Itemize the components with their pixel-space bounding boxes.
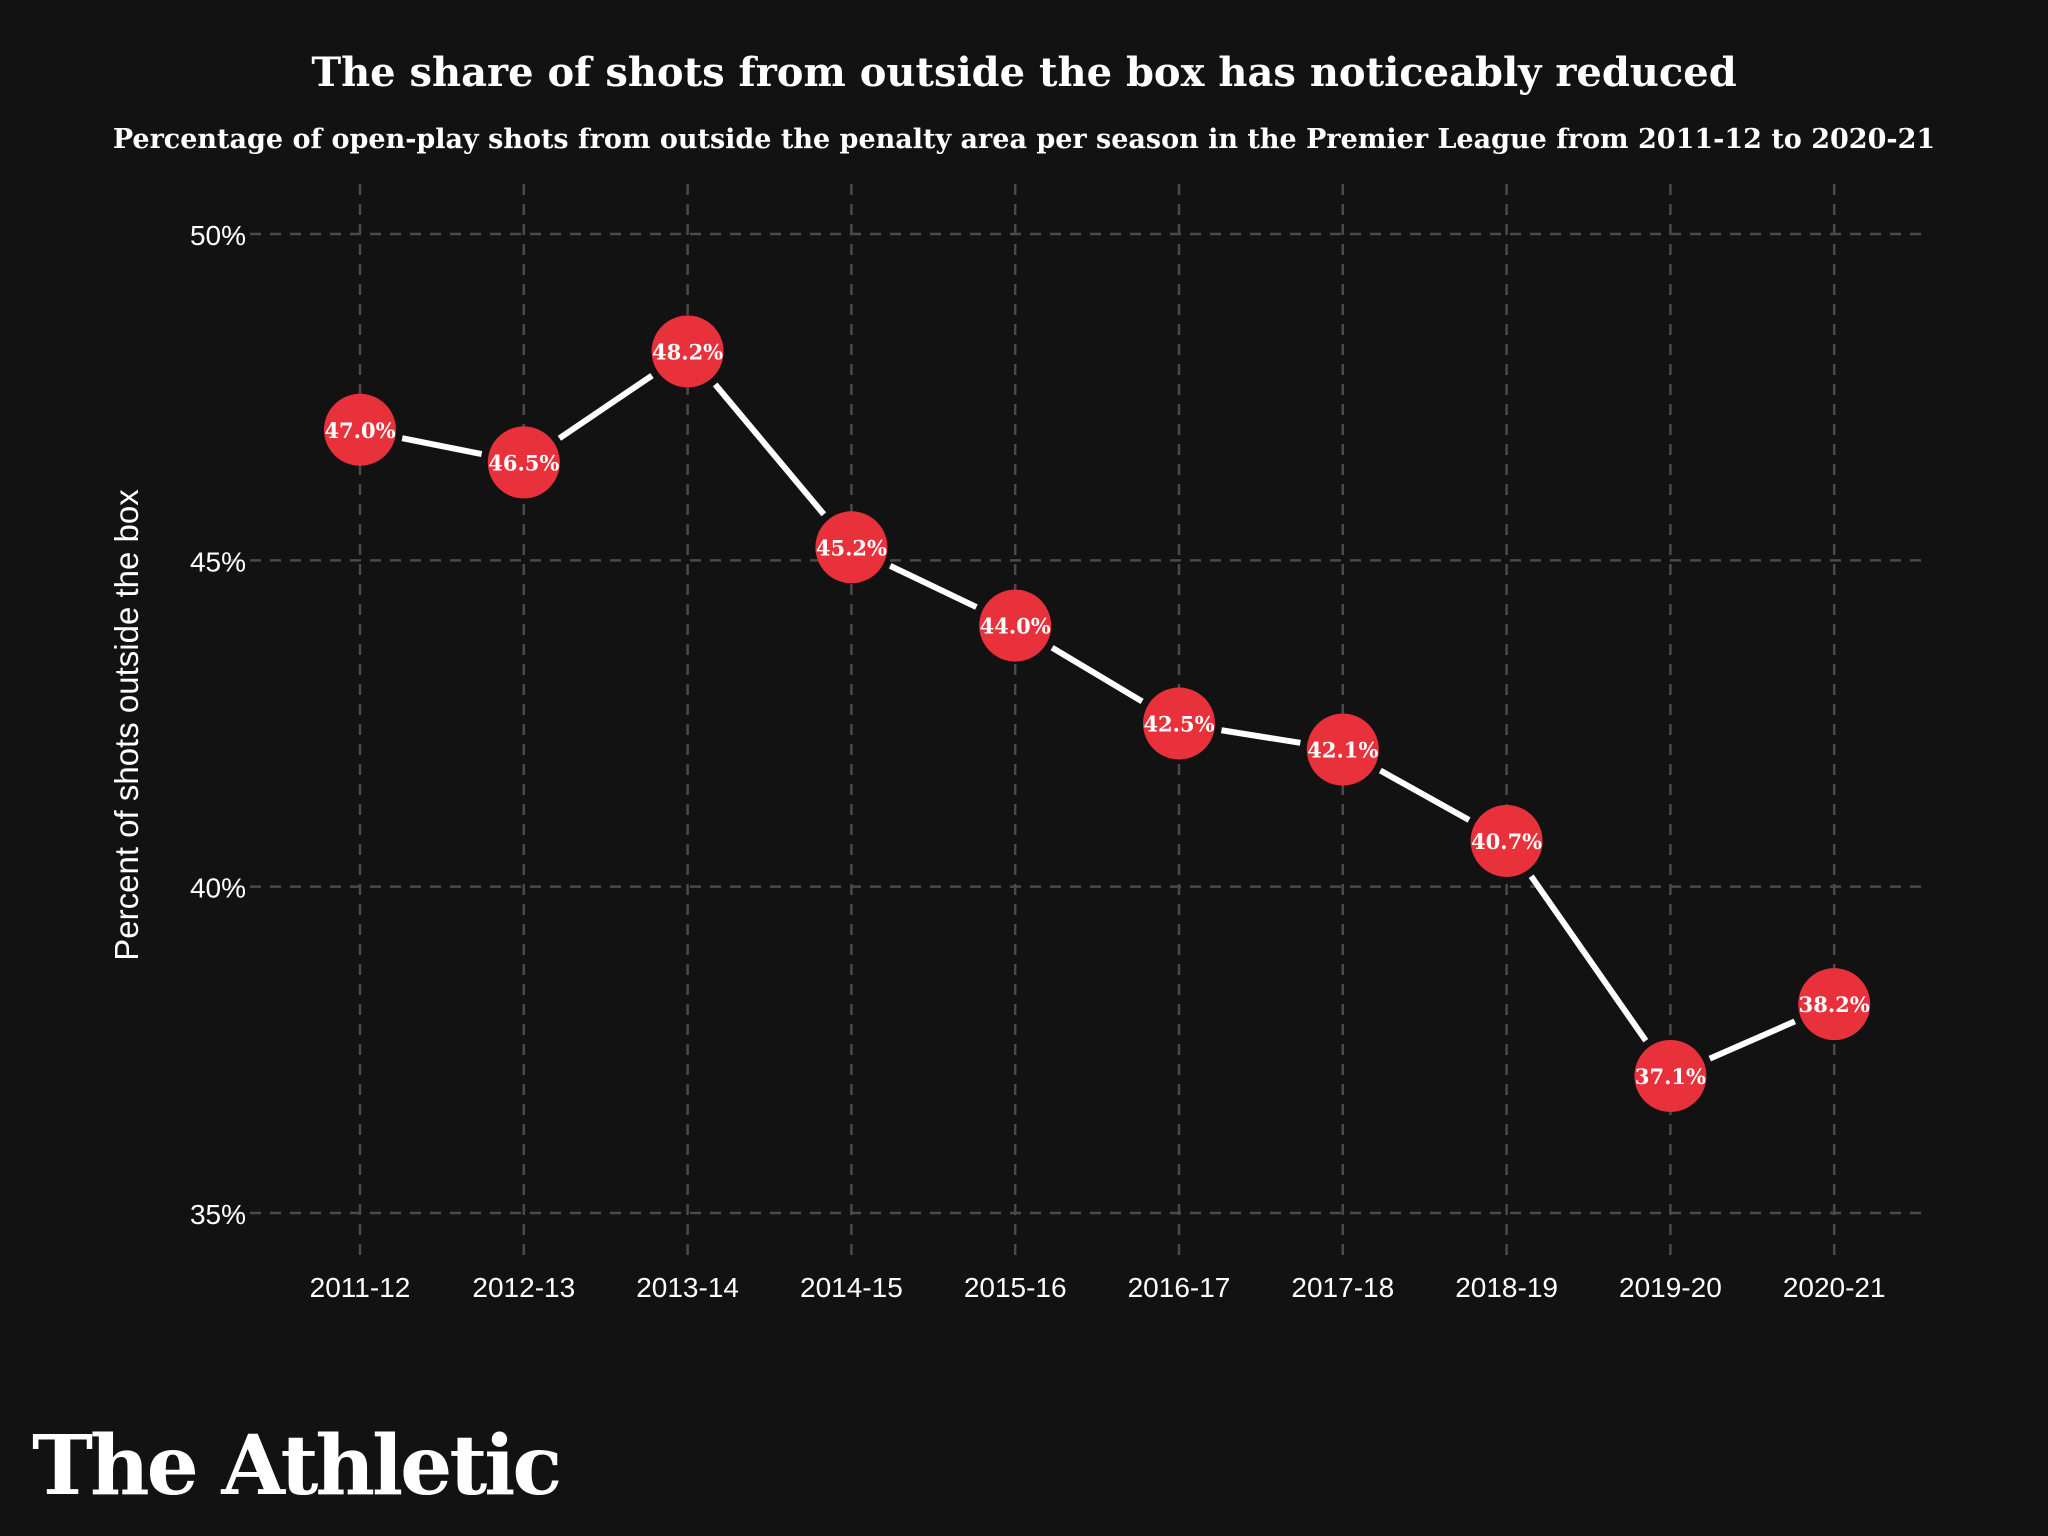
y-tick-label: 40%	[190, 873, 246, 904]
data-point-marker	[324, 393, 396, 466]
series-line-segment	[1378, 767, 1471, 823]
y-tick-label: 50%	[190, 220, 246, 251]
series-line-segment	[401, 435, 483, 457]
data-point-marker	[1143, 687, 1215, 760]
data-point-label: 47.0%	[324, 418, 395, 443]
data-point-marker	[651, 315, 724, 388]
y-axis-ticks: 35% 40% 45% 50%	[190, 220, 246, 1230]
y-axis-title: Percent of shots outside the box	[108, 489, 145, 961]
series-line	[401, 373, 1797, 1062]
data-point-label: 44.0%	[980, 614, 1051, 639]
x-tick-label: 2019-20	[1619, 1272, 1722, 1303]
data-point-label: 40.7%	[1471, 829, 1542, 854]
data-point-marker	[1634, 1039, 1707, 1112]
x-tick-label: 2014-15	[800, 1272, 903, 1303]
series-line-segment	[1220, 727, 1301, 746]
chart-subtitle: Percentage of open-play shots from outsi…	[113, 124, 1935, 155]
series-line-segment	[888, 563, 978, 610]
x-axis-ticks: 2011-12 2012-13 2013-14 2014-15 2015-16 2016-…	[310, 1272, 1886, 1303]
data-point-label: 46.5%	[488, 450, 559, 475]
data-point-label: 38.2%	[1799, 992, 1870, 1017]
data-point-marker	[487, 426, 560, 499]
x-tick-label: 2015-16	[964, 1272, 1067, 1303]
the-athletic-logo: The Athletic	[32, 1418, 559, 1514]
x-tick-label: 2013-14	[636, 1272, 739, 1303]
x-tick-label: 2017-18	[1291, 1272, 1394, 1303]
chart-title: The share of shots from outside the box …	[311, 49, 1736, 96]
y-tick-label: 35%	[190, 1199, 246, 1230]
x-tick-label: 2011-12	[310, 1272, 411, 1303]
data-point-label: 42.5%	[1143, 712, 1214, 737]
series-line-segment	[1528, 874, 1649, 1043]
x-tick-label: 2020-21	[1783, 1272, 1886, 1303]
x-tick-label: 2012-13	[472, 1272, 575, 1303]
data-point-marker	[1306, 713, 1379, 786]
data-point-label: 37.1%	[1635, 1064, 1706, 1089]
grid-lines	[230, 184, 1928, 1255]
series-line-segment	[712, 382, 827, 517]
y-tick-label: 45%	[190, 546, 246, 577]
x-tick-label: 2018-19	[1455, 1272, 1558, 1303]
data-point-marker	[815, 511, 888, 584]
series-line-segment	[557, 373, 654, 441]
x-tick-label: 2016-17	[1128, 1272, 1231, 1303]
data-point-label: 48.2%	[652, 339, 723, 364]
series-points: 47.0% 46.5% 48.2% 45.2% 44.0% 42.5% 42.1% 40.7%…	[324, 315, 1871, 1112]
series-line-segment	[1708, 1018, 1797, 1062]
data-point-marker	[979, 589, 1052, 662]
data-point-label: 42.1%	[1307, 738, 1378, 763]
series-line-segment	[1050, 645, 1144, 705]
data-point-label: 45.2%	[816, 535, 887, 560]
data-point-marker	[1470, 804, 1543, 877]
data-point-marker	[1798, 968, 1871, 1041]
